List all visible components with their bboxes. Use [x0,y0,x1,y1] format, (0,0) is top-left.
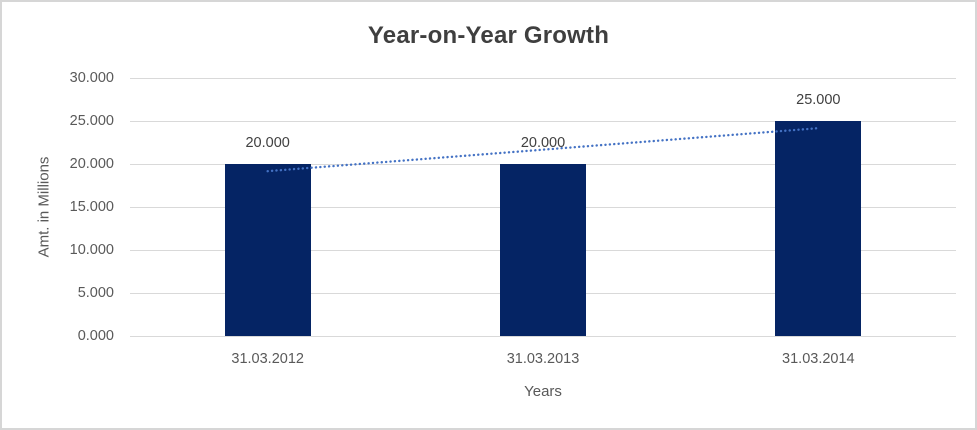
y-tick-label: 25.000 [69,113,114,129]
gridline [130,120,956,122]
y-tick-label: 10.000 [69,242,114,258]
y-tick-label: 15.000 [69,199,114,215]
bar [224,164,311,336]
bar [775,121,862,336]
bar [500,164,586,336]
chart-title: Year-on-Year Growth [367,22,610,49]
y-tick-label: 30.000 [69,70,114,86]
gridline [130,335,956,337]
gridline [130,77,956,79]
bar-data-label: 20.000 [245,135,290,151]
x-axis-title: Years [524,383,562,400]
plot-area: 20.000 20.000 25.000 [130,77,956,337]
x-category-label: 31.03.2014 [782,351,855,367]
y-tick-label: 0.000 [77,328,114,344]
y-tick-label: 5.000 [77,285,114,301]
x-category-label: 31.03.2012 [231,351,304,367]
trendline [266,126,820,173]
trendline-svg [266,126,820,173]
bar-data-label: 25.000 [796,92,841,108]
x-category-label: 31.03.2013 [506,351,580,367]
y-tick-label: 20.000 [69,156,114,172]
bar-data-label: 20.000 [520,135,566,151]
